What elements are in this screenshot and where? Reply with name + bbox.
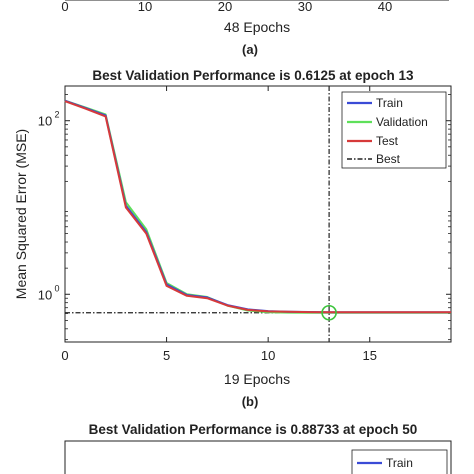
chart-b-best-marker [321,304,337,321]
best-point-circle [321,304,337,321]
y-tick-label: 10 [38,114,52,129]
top-xlabel: 48 Epochs [224,19,290,35]
y-tick-label: 10 [38,287,52,302]
chart-b-series [64,99,451,314]
x-tick-label: 0 [61,348,68,363]
top-caption: (a) [242,42,258,57]
legend-label-test: Test [376,134,399,148]
chart-b-title: Best Validation Performance is 0.6125 at… [92,68,414,83]
chart-b-ylabel: Mean Squared Error (MSE) [13,129,29,299]
x-tick-label: 10 [261,348,275,363]
chart-b-best-lines [65,86,451,342]
top-xtick-label: 10 [138,0,152,14]
chart-b-caption: (b) [242,394,259,409]
legend-label-validation: Validation [376,115,428,129]
x-tick-label: 5 [163,348,170,363]
top-chart: 0 10 20 30 40 48 Epochs (a) [61,0,449,57]
top-xtick-label: 30 [298,0,312,14]
chart-b-legend: Train Validation Test Best [341,91,447,169]
top-xtick-label: 0 [61,0,68,14]
top-xtick-label: 40 [378,0,392,14]
legend-label-train: Train [376,96,403,110]
chart-b: Best Validation Performance is 0.6125 at… [13,68,452,409]
y-tick-exponent: 0 [54,283,59,293]
x-tick-label: 15 [363,348,377,363]
chart-c-title: Best Validation Performance is 0.88733 a… [89,422,418,437]
chart-b-xlabel: 19 Epochs [224,371,290,387]
top-xtick-label: 20 [218,0,232,14]
legend-box [341,91,447,169]
series-line-test [64,100,451,314]
y-tick-exponent: 2 [54,110,59,120]
chart-b-x-ticks: 0 5 10 15 [61,86,377,363]
legend-label-best: Best [376,152,401,166]
chart-c: Best Validation Performance is 0.88733 a… [64,422,452,474]
chart-c-legend-label-train: Train [386,456,413,470]
